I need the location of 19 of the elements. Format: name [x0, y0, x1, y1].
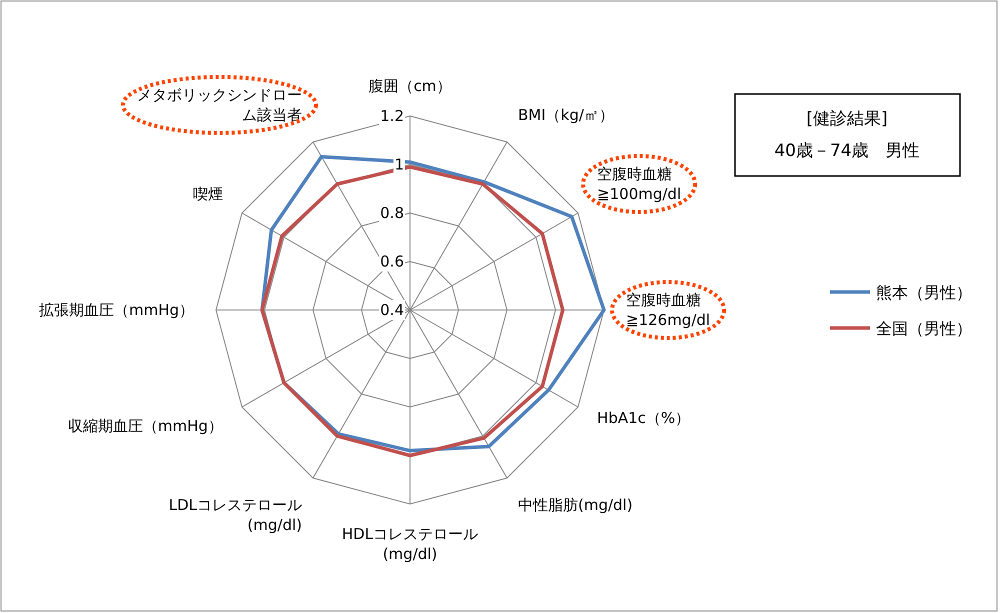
y-tick-label: 0.6 [380, 252, 404, 270]
legend-label: 熊本（男性） [876, 283, 972, 302]
spoke-label: BMI（kg/㎡） [518, 106, 614, 124]
spoke-label: LDLコレステロール (mg/dl) [168, 496, 302, 534]
spoke-label: HbA1c（%） [597, 409, 690, 427]
spoke-label: 空腹時血糖 ≧100mg/dl [597, 165, 682, 203]
spoke-label: 中性脂肪(mg/dl) [518, 496, 633, 514]
spoke-label: HDLコレステロール (mg/dl) [342, 525, 478, 563]
spoke-label: 収縮期血圧（mmHg） [68, 417, 223, 435]
legend-label: 全国（男性） [876, 319, 972, 338]
y-tick-label: 0.4 [380, 301, 404, 319]
y-tick-label: 1 [394, 156, 404, 174]
y-tick-label: 1.2 [380, 107, 404, 125]
spoke-label: 喫煙 [192, 185, 223, 203]
spoke-label: 腹囲（cm） [368, 77, 452, 95]
spoke-label: 空腹時血糖 ≧126mg/dl [626, 291, 710, 329]
spoke-label: 拡張期血圧（mmHg） [38, 301, 194, 319]
title-box: [健診結果] 40歳－74歳 男性 [734, 93, 961, 177]
y-tick-label: 0.8 [380, 204, 404, 222]
